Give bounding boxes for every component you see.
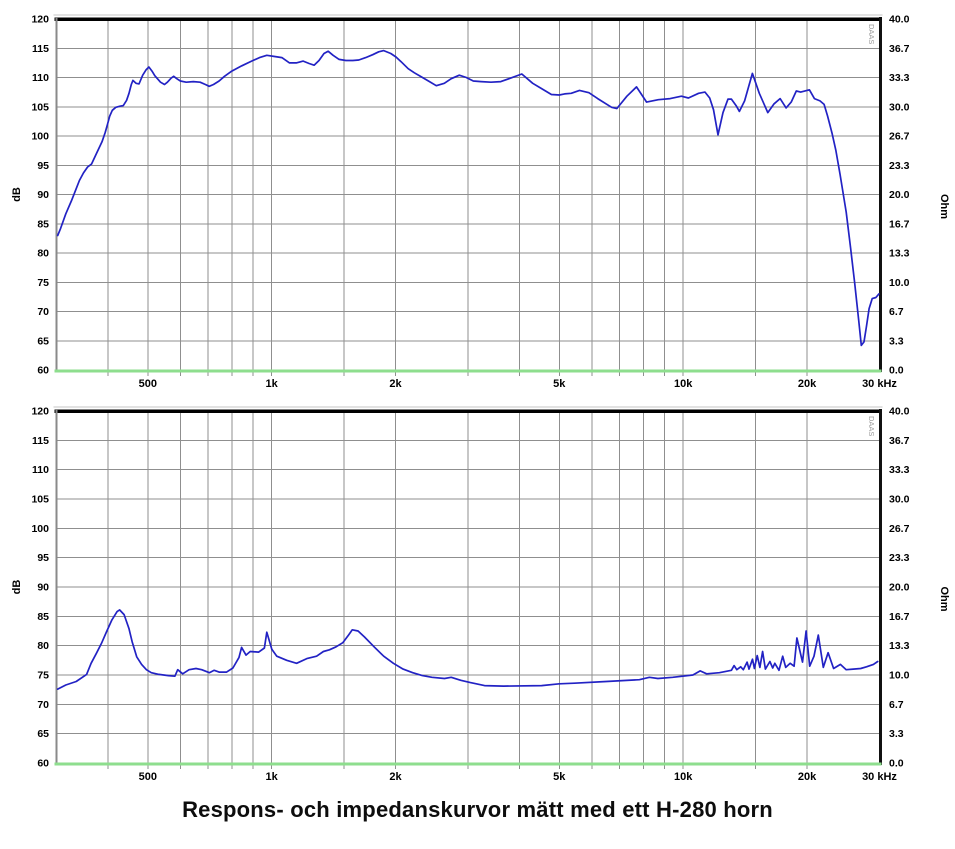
svg-text:30.0: 30.0 <box>889 101 910 113</box>
svg-text:2k: 2k <box>389 378 402 390</box>
svg-text:5k: 5k <box>553 378 566 390</box>
svg-text:26.7: 26.7 <box>889 523 910 535</box>
svg-text:1k: 1k <box>266 771 279 783</box>
svg-text:65: 65 <box>37 728 49 740</box>
left-axis-title: dB <box>11 580 23 595</box>
svg-text:90: 90 <box>37 189 49 201</box>
svg-text:120: 120 <box>31 14 49 26</box>
svg-text:120: 120 <box>31 406 49 418</box>
svg-text:26.7: 26.7 <box>889 131 910 143</box>
freq-axis-tick-labels: 500 1k 2k 5k 10k 20k 30 kHz <box>139 771 898 783</box>
impedance-chart: 120 115 110 105 100 95 90 85 80 75 70 65 60 40.0 36.7 3… <box>11 406 950 784</box>
svg-text:10k: 10k <box>674 378 693 390</box>
svg-text:36.7: 36.7 <box>889 43 910 55</box>
svg-text:115: 115 <box>32 435 49 447</box>
svg-text:33.3: 33.3 <box>889 72 910 84</box>
svg-text:110: 110 <box>32 464 49 476</box>
svg-text:100: 100 <box>31 523 49 535</box>
svg-text:3.3: 3.3 <box>889 728 904 740</box>
plot-frame <box>53 406 883 766</box>
svg-text:20.0: 20.0 <box>889 582 910 594</box>
right-axis-title: Ohm <box>938 194 950 219</box>
svg-text:110: 110 <box>32 72 49 84</box>
svg-text:105: 105 <box>31 101 49 113</box>
ohm-axis-tick-labels: 40.0 36.7 33.3 30.0 26.7 23.3 20.0 16.7 13.3 10.0… <box>889 406 910 770</box>
svg-text:10.0: 10.0 <box>889 277 910 289</box>
svg-text:105: 105 <box>31 494 49 506</box>
daas-watermark: DAAS <box>867 416 876 436</box>
right-axis-title: Ohm <box>938 586 950 611</box>
svg-text:85: 85 <box>37 218 49 230</box>
svg-text:30.0: 30.0 <box>889 494 910 506</box>
response-chart: 120 115 110 105 100 95 90 85 80 75 70 65 60 40.0 36.7 3… <box>11 14 950 391</box>
svg-text:70: 70 <box>37 699 49 711</box>
svg-text:40.0: 40.0 <box>889 14 910 26</box>
svg-text:16.7: 16.7 <box>889 611 910 623</box>
svg-text:6.7: 6.7 <box>889 306 904 318</box>
svg-text:100: 100 <box>31 131 49 143</box>
svg-text:13.3: 13.3 <box>889 640 910 652</box>
db-axis-tick-labels: 120 115 110 105 100 95 90 85 80 75 70 65 60 <box>31 14 49 377</box>
svg-text:6.7: 6.7 <box>889 699 904 711</box>
svg-text:40.0: 40.0 <box>889 406 910 418</box>
svg-text:16.7: 16.7 <box>889 218 910 230</box>
svg-text:80: 80 <box>37 248 49 260</box>
svg-text:75: 75 <box>37 277 49 289</box>
response-curve <box>56 49 880 347</box>
impedance-curve <box>56 609 879 690</box>
svg-text:33.3: 33.3 <box>889 464 910 476</box>
vertical-gridlines <box>107 411 808 769</box>
svg-text:20k: 20k <box>798 771 817 783</box>
svg-text:10.0: 10.0 <box>889 670 910 682</box>
svg-text:23.3: 23.3 <box>889 552 910 564</box>
svg-text:3.3: 3.3 <box>889 335 904 347</box>
daas-watermark: DAAS <box>867 24 876 44</box>
svg-text:5k: 5k <box>553 771 566 783</box>
vertical-gridlines <box>107 19 808 376</box>
svg-text:20k: 20k <box>798 378 817 390</box>
svg-text:20.0: 20.0 <box>889 189 910 201</box>
svg-text:500: 500 <box>139 378 157 390</box>
db-axis-tick-labels: 120 115 110 105 100 95 90 85 80 75 70 65 60 <box>31 406 49 770</box>
svg-text:95: 95 <box>37 552 49 564</box>
svg-text:85: 85 <box>37 611 49 623</box>
svg-text:60: 60 <box>37 758 49 770</box>
svg-text:115: 115 <box>32 43 49 55</box>
svg-text:70: 70 <box>37 306 49 318</box>
svg-text:30 kHz: 30 kHz <box>862 378 897 390</box>
svg-text:95: 95 <box>37 160 49 172</box>
svg-text:65: 65 <box>37 335 49 347</box>
svg-text:2k: 2k <box>389 771 402 783</box>
svg-text:10k: 10k <box>674 771 693 783</box>
svg-text:13.3: 13.3 <box>889 248 910 260</box>
left-axis-title: dB <box>11 187 23 202</box>
svg-text:80: 80 <box>37 640 49 652</box>
svg-text:60: 60 <box>37 365 49 377</box>
figure-caption: Respons- och impedanskurvor mätt med ett… <box>182 797 773 822</box>
freq-axis-tick-labels: 500 1k 2k 5k 10k 20k 30 kHz <box>139 378 898 390</box>
svg-text:500: 500 <box>139 771 157 783</box>
ohm-axis-tick-labels: 40.0 36.7 33.3 30.0 26.7 23.3 20.0 16.7 13.3 10.0… <box>889 14 910 377</box>
svg-text:30 kHz: 30 kHz <box>862 771 897 783</box>
svg-text:0.0: 0.0 <box>889 365 904 377</box>
svg-text:23.3: 23.3 <box>889 160 910 172</box>
svg-text:0.0: 0.0 <box>889 758 904 770</box>
plot-frame <box>53 14 883 373</box>
svg-text:75: 75 <box>37 670 49 682</box>
svg-text:90: 90 <box>37 582 49 594</box>
svg-text:1k: 1k <box>266 378 279 390</box>
svg-text:36.7: 36.7 <box>889 435 910 447</box>
